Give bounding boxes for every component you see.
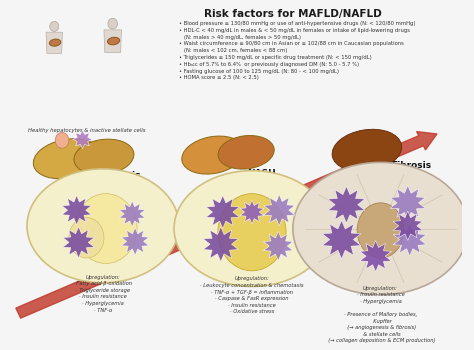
Polygon shape	[360, 240, 392, 272]
Polygon shape	[62, 196, 91, 225]
Text: Upregulation:
· Fatty acid β-oxidation
· Triglyceride storage
· Insulin resistan: Upregulation: · Fatty acid β-oxidation ·…	[73, 274, 132, 313]
Ellipse shape	[108, 18, 118, 29]
Polygon shape	[393, 211, 423, 240]
Ellipse shape	[69, 218, 104, 258]
Ellipse shape	[218, 135, 274, 169]
Text: Fibrosis: Fibrosis	[392, 161, 432, 170]
Ellipse shape	[75, 194, 137, 264]
Polygon shape	[240, 200, 264, 224]
Ellipse shape	[74, 139, 134, 175]
Ellipse shape	[218, 194, 286, 271]
Ellipse shape	[49, 39, 61, 46]
Polygon shape	[264, 231, 293, 261]
Polygon shape	[322, 220, 361, 259]
Polygon shape	[119, 201, 145, 227]
Ellipse shape	[332, 129, 401, 172]
Polygon shape	[104, 30, 121, 52]
Ellipse shape	[33, 139, 100, 179]
Polygon shape	[203, 227, 238, 262]
Text: NASH: NASH	[247, 169, 276, 178]
Polygon shape	[264, 195, 295, 226]
Text: Healthy hepatocytes & inactive stellate cells: Healthy hepatocytes & inactive stellate …	[27, 127, 145, 133]
Text: Upregulation:
· Leukocyte concentration & chemotaxis
· TNF-α + TGF-β = inflammat: Upregulation: · Leukocyte concentration …	[200, 276, 304, 314]
Ellipse shape	[357, 203, 404, 258]
Polygon shape	[393, 223, 427, 256]
Polygon shape	[206, 196, 239, 229]
Polygon shape	[328, 186, 365, 223]
Ellipse shape	[293, 162, 468, 295]
Ellipse shape	[174, 171, 330, 286]
Ellipse shape	[108, 37, 119, 45]
Ellipse shape	[55, 133, 69, 148]
Text: • Blood pressure ≥ 130/80 mmHg or use of anti-hypertensive drugs (N: < 120/80 mm: • Blood pressure ≥ 130/80 mmHg or use of…	[179, 21, 415, 80]
Polygon shape	[46, 32, 63, 54]
Polygon shape	[73, 130, 92, 149]
Ellipse shape	[50, 21, 59, 31]
Polygon shape	[63, 227, 94, 258]
Ellipse shape	[182, 136, 244, 174]
Polygon shape	[390, 186, 425, 220]
Ellipse shape	[27, 169, 179, 283]
Text: Steatosis: Steatosis	[94, 171, 141, 180]
FancyArrow shape	[16, 132, 437, 318]
Polygon shape	[121, 228, 149, 255]
Text: Upregulation:
· Insulin resistance
· Hyperglycemia

· Presence of Mallory bodies: Upregulation: · Insulin resistance · Hyp…	[325, 286, 436, 343]
Text: Risk factors for MAFLD/NAFLD: Risk factors for MAFLD/NAFLD	[204, 9, 382, 19]
